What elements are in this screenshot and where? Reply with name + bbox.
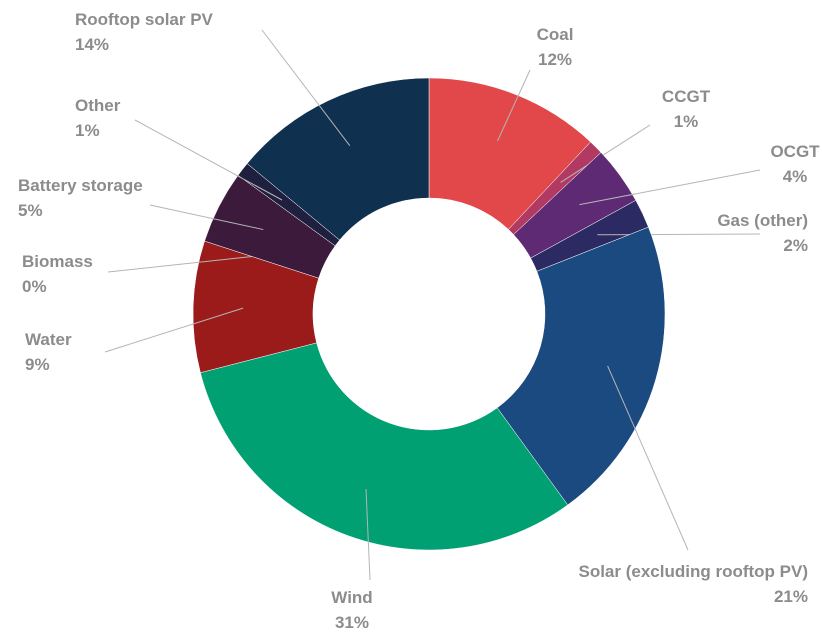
- leader-line: [261, 29, 351, 147]
- leader-line: [607, 365, 689, 551]
- value-label: 2%: [783, 236, 808, 255]
- value-label: 0%: [22, 277, 47, 296]
- leader-line: [134, 119, 283, 201]
- leader-line: [497, 69, 531, 142]
- value-label: 1%: [75, 121, 100, 140]
- value-label: 14%: [75, 35, 110, 54]
- leader-line: [560, 124, 651, 183]
- value-label: 5%: [18, 201, 43, 220]
- value-label: 12%: [537, 50, 573, 69]
- leader-line: [365, 488, 371, 581]
- data-label: OCGT 4%: [770, 139, 819, 189]
- leader-line: [597, 233, 761, 236]
- value-label: 4%: [782, 167, 808, 186]
- data-label: Solar (excluding rooftop PV) 21%: [558, 559, 808, 609]
- leader-line: [149, 204, 264, 231]
- data-label: Biomass 0%: [22, 249, 93, 299]
- donut-slice: [200, 342, 569, 551]
- donut-slice: [246, 77, 430, 241]
- category-label: Rooftop solar PV: [75, 10, 213, 29]
- category-label: Coal: [536, 25, 574, 44]
- category-label: Wind: [331, 588, 373, 607]
- category-label: Water: [25, 330, 72, 349]
- data-label: CCGT 1%: [662, 84, 710, 134]
- data-label: Battery storage 5%: [18, 173, 143, 223]
- value-label: 21%: [773, 587, 808, 606]
- data-label: Coal 12%: [537, 22, 574, 72]
- value-label: 31%: [334, 613, 370, 632]
- data-label: Water 9%: [25, 327, 72, 377]
- category-label: Other: [75, 96, 121, 115]
- category-label: Gas (other): [717, 211, 808, 230]
- data-label: Other 1%: [75, 93, 120, 143]
- leader-line: [579, 169, 761, 206]
- leader-line: [107, 256, 253, 273]
- category-label: CCGT: [661, 87, 711, 106]
- value-label: 9%: [25, 355, 50, 374]
- category-label: Battery storage: [18, 176, 143, 195]
- data-label: Wind 31%: [331, 585, 372, 635]
- leader-line: [104, 307, 244, 353]
- category-label: Solar (excluding rooftop PV): [578, 562, 808, 581]
- category-label: OCGT: [770, 142, 820, 161]
- data-label: Gas (other) 2%: [717, 208, 808, 258]
- data-label: Rooftop solar PV 14%: [75, 7, 213, 57]
- donut-slice: [496, 226, 666, 506]
- category-label: Biomass: [22, 252, 93, 271]
- value-label: 1%: [673, 112, 699, 131]
